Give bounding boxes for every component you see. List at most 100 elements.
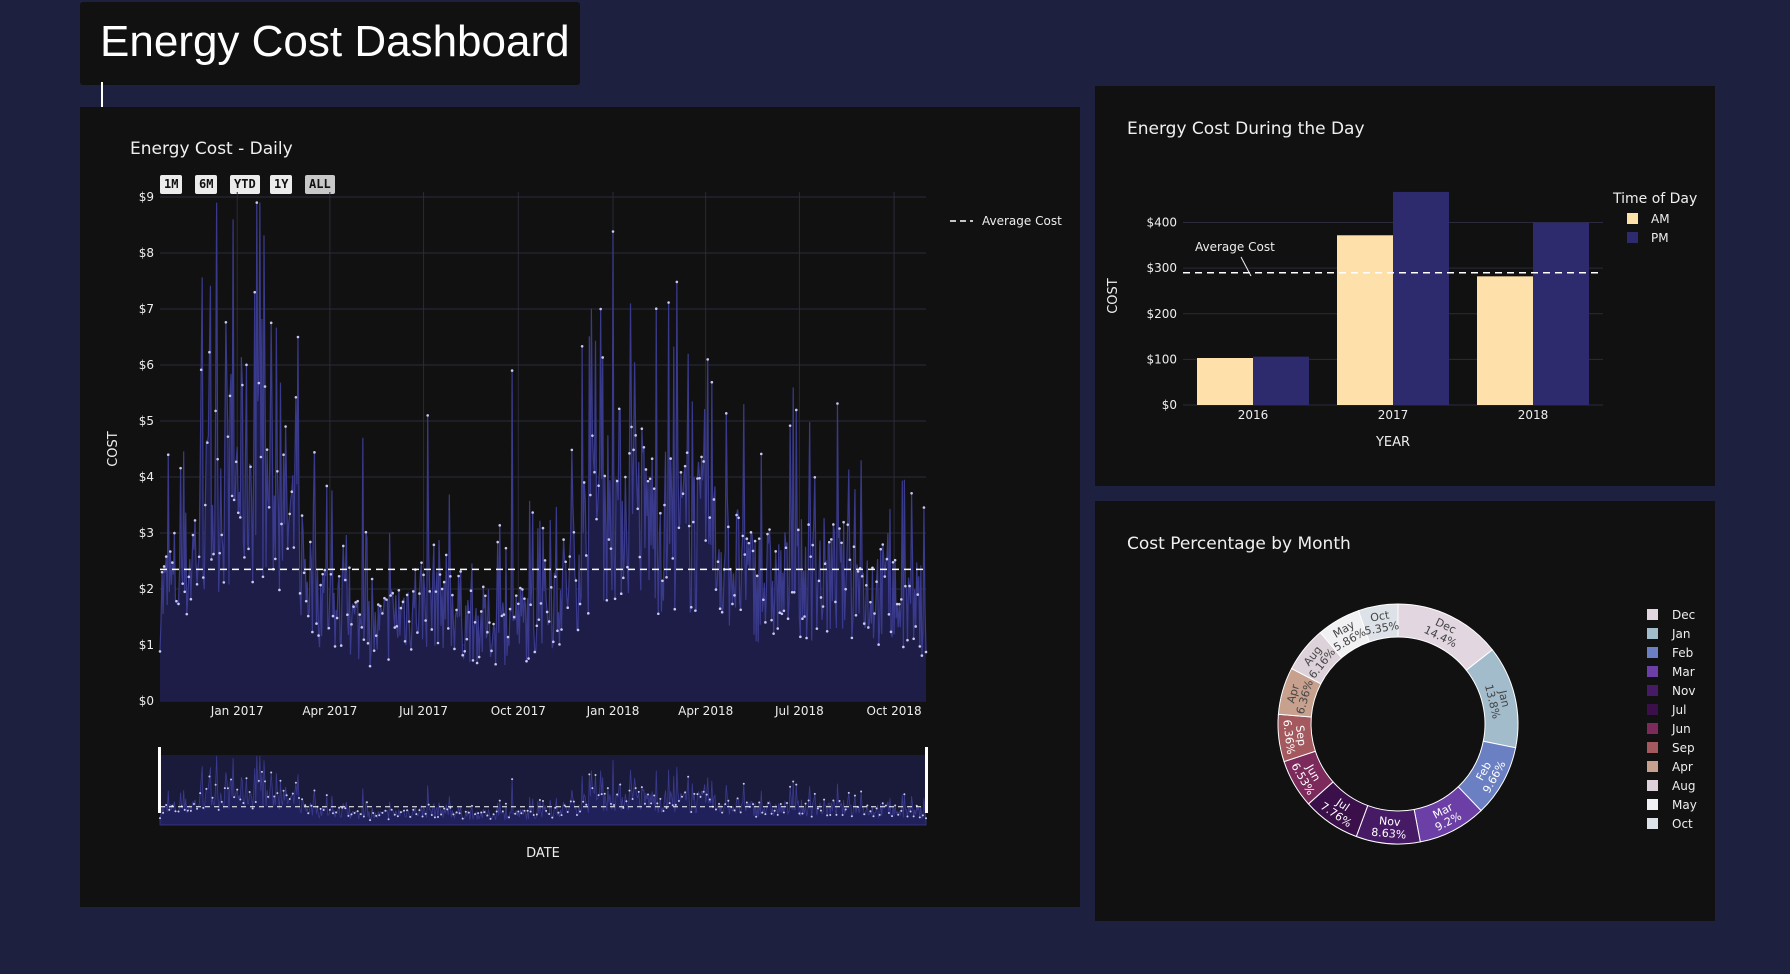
range-button-all[interactable]: ALL <box>305 175 335 194</box>
bar-am-2016[interactable] <box>1197 358 1253 405</box>
legend-swatch-am[interactable] <box>1627 213 1638 224</box>
data-point <box>718 607 722 611</box>
data-point <box>665 575 668 579</box>
slider-point <box>776 813 779 816</box>
legend-swatch-feb[interactable] <box>1647 647 1658 658</box>
slice-label-percent: 5.35% <box>1363 619 1400 638</box>
legend-label-apr[interactable]: Apr <box>1672 760 1693 774</box>
slider-point <box>464 810 467 813</box>
range-button-1y[interactable]: 1Y <box>270 175 293 194</box>
daily-cost-chart[interactable]: $0 $1 $2 $3 $4 $5 $6 $7 $8 $9 Jan 2017 Apr 2017 Jul … <box>80 107 1080 907</box>
slice-oct[interactable] <box>1357 603 1399 643</box>
legend-swatch-pm[interactable] <box>1627 232 1638 243</box>
legend-label-pm[interactable]: PM <box>1651 231 1669 245</box>
data-point <box>471 659 475 662</box>
bar-am-2018[interactable] <box>1477 276 1533 405</box>
range-button-1m[interactable]: 1M <box>160 175 183 194</box>
legend-label-jul[interactable]: Jul <box>1671 703 1686 717</box>
data-point <box>848 558 852 562</box>
y-tick-label: $0 <box>139 694 154 708</box>
data-point <box>737 516 740 520</box>
data-point <box>166 453 170 457</box>
data-point <box>576 628 580 632</box>
slider-point <box>647 793 650 796</box>
legend-swatch-dec[interactable] <box>1647 609 1658 620</box>
legend-label-jun[interactable]: Jun <box>1671 722 1691 736</box>
slider-point <box>375 814 378 817</box>
legend-label-mar[interactable]: Mar <box>1672 665 1695 679</box>
data-point <box>193 519 197 522</box>
legend-label-am[interactable]: AM <box>1651 212 1670 226</box>
slider-point <box>415 813 418 816</box>
slider-point <box>640 786 643 789</box>
data-point <box>685 451 689 454</box>
legend-swatch-jul[interactable] <box>1647 704 1658 715</box>
data-point <box>558 643 561 646</box>
monthly-cost-chart[interactable]: Dec14.4%Jan13.8%Feb9.66%Mar9.2%Nov8.63%J… <box>1095 501 1715 921</box>
slider-point <box>535 813 538 816</box>
data-point <box>547 620 551 623</box>
slider-point <box>884 804 887 807</box>
slider-point <box>319 807 322 810</box>
slider-point <box>270 771 273 774</box>
data-point <box>407 620 411 623</box>
legend-label-feb[interactable]: Feb <box>1672 646 1693 660</box>
legend-swatch-nov[interactable] <box>1647 685 1658 696</box>
legend-label-may[interactable]: May <box>1672 798 1697 812</box>
slider-point <box>881 802 884 805</box>
data-point <box>475 661 479 665</box>
data-point <box>393 626 397 629</box>
data-point <box>689 605 693 609</box>
bar-pm-2018[interactable] <box>1533 222 1589 406</box>
range-slider-left-handle[interactable] <box>158 747 161 813</box>
data-point <box>181 582 184 585</box>
data-point <box>199 368 203 372</box>
bar-am-2017[interactable] <box>1337 235 1393 405</box>
slider-point <box>591 787 594 790</box>
data-point <box>836 402 839 405</box>
legend-label-nov[interactable]: Nov <box>1672 684 1695 698</box>
range-button-ytd[interactable]: YTD <box>230 175 260 194</box>
data-point <box>329 572 333 576</box>
data-point <box>162 565 166 568</box>
legend-average-label[interactable]: Average Cost <box>982 214 1062 228</box>
legend-swatch-apr[interactable] <box>1647 761 1658 772</box>
slider-point <box>313 789 316 792</box>
data-point <box>284 425 287 428</box>
x-tick-label: Jul 2017 <box>398 704 448 718</box>
data-point <box>391 591 394 595</box>
legend-label-dec[interactable]: Dec <box>1672 608 1695 622</box>
range-button-6m[interactable]: 6M <box>195 175 218 194</box>
legend-swatch-jan[interactable] <box>1647 628 1658 639</box>
data-point <box>543 559 547 562</box>
y-tick-label: $2 <box>139 582 154 596</box>
hourly-cost-chart[interactable]: $0 $100 $200 $300 $400 2016 2017 2018 Average Co… <box>1095 86 1715 486</box>
slider-point <box>714 808 717 811</box>
legend-swatch-oct[interactable] <box>1647 818 1658 829</box>
title-panel: Energy Cost Dashboard <box>80 2 580 127</box>
data-point <box>856 570 860 573</box>
data-point <box>766 532 769 536</box>
legend-label-oct[interactable]: Oct <box>1672 817 1693 831</box>
legend-swatch-aug[interactable] <box>1647 780 1658 791</box>
legend-swatch-mar[interactable] <box>1647 666 1658 677</box>
hourly-chart-title: Energy Cost During the Day <box>1127 119 1365 139</box>
legend-swatch-may[interactable] <box>1647 799 1658 810</box>
legend-label-jan[interactable]: Jan <box>1671 627 1691 641</box>
legend-label-sep[interactable]: Sep <box>1672 741 1695 755</box>
bar-pm-2016[interactable] <box>1253 356 1309 405</box>
slider-point <box>813 792 816 795</box>
data-point <box>821 605 825 608</box>
bar-pm-2017[interactable] <box>1393 191 1449 405</box>
legend-label-aug[interactable]: Aug <box>1672 779 1695 793</box>
legend-swatch-sep[interactable] <box>1647 742 1658 753</box>
data-point <box>605 599 609 602</box>
slider-point <box>430 814 433 817</box>
data-point <box>399 606 403 610</box>
dashboard-title-input[interactable]: Energy Cost Dashboard <box>100 12 570 127</box>
x-tick-label: Apr 2018 <box>678 704 733 718</box>
legend-swatch-jun[interactable] <box>1647 723 1658 734</box>
data-point <box>624 475 627 479</box>
range-slider-right-handle[interactable] <box>925 747 928 813</box>
